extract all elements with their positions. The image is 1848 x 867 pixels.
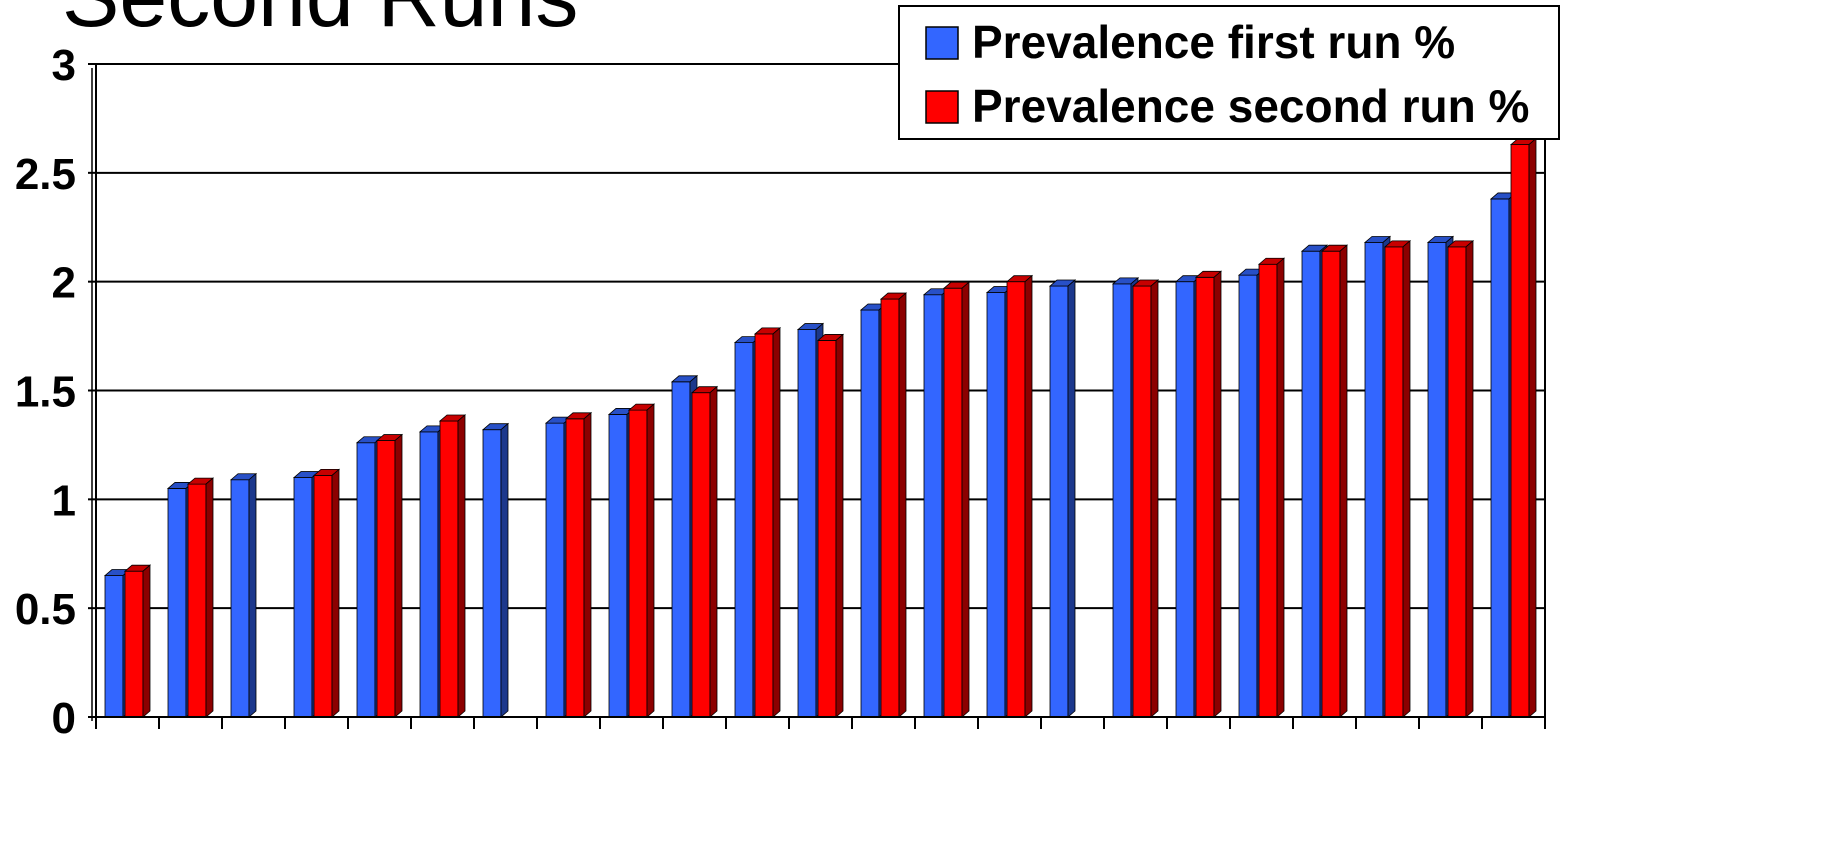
bar-second-run — [879, 292, 908, 718]
bar-second-run — [123, 564, 152, 718]
bar-second-run — [690, 385, 719, 718]
y-tick-label: 3 — [52, 41, 76, 90]
chart-title: Second Runs — [62, 0, 578, 45]
y-tick-label: 2 — [52, 259, 76, 308]
bar-second-run — [1131, 279, 1160, 718]
bar-second-run — [816, 333, 845, 718]
bar-second-run — [753, 327, 782, 718]
legend-label-first-run: Prevalence first run % — [972, 16, 1455, 68]
bar-second-run — [1383, 239, 1412, 718]
y-tick-label: 1.5 — [15, 368, 76, 417]
bar-second-run — [942, 281, 971, 718]
bars — [103, 137, 1538, 718]
bar-second-run — [1005, 274, 1034, 718]
legend-swatch-first-run — [925, 26, 959, 60]
bar-second-run — [564, 411, 593, 718]
y-tick-label: 0 — [52, 694, 76, 743]
y-tick-label: 1 — [52, 476, 76, 525]
legend: Prevalence first run % Prevalence second … — [898, 5, 1560, 140]
bar-second-run — [1320, 244, 1349, 718]
axes: 0 0.5 1 1.5 2 2.5 3 — [15, 41, 1546, 743]
legend-box — [898, 5, 1560, 140]
legend-swatch-second-run — [925, 90, 959, 124]
bar-second-run — [1509, 137, 1538, 718]
bar-second-run — [627, 403, 656, 718]
bar-first-run — [1048, 279, 1077, 718]
bar-first-run — [481, 422, 510, 718]
bar-second-run — [1257, 257, 1286, 718]
bar-first-run — [229, 472, 258, 718]
y-tick-label: 2.5 — [15, 150, 76, 199]
y-tick-label: 0.5 — [15, 585, 76, 634]
bar-second-run — [312, 468, 341, 718]
bar-second-run — [1194, 270, 1223, 718]
bar-second-run — [375, 433, 404, 718]
bar-second-run — [1446, 239, 1475, 718]
bar-second-run — [186, 477, 215, 718]
legend-label-second-run: Prevalence second run % — [972, 80, 1529, 132]
bar-second-run — [438, 414, 467, 718]
